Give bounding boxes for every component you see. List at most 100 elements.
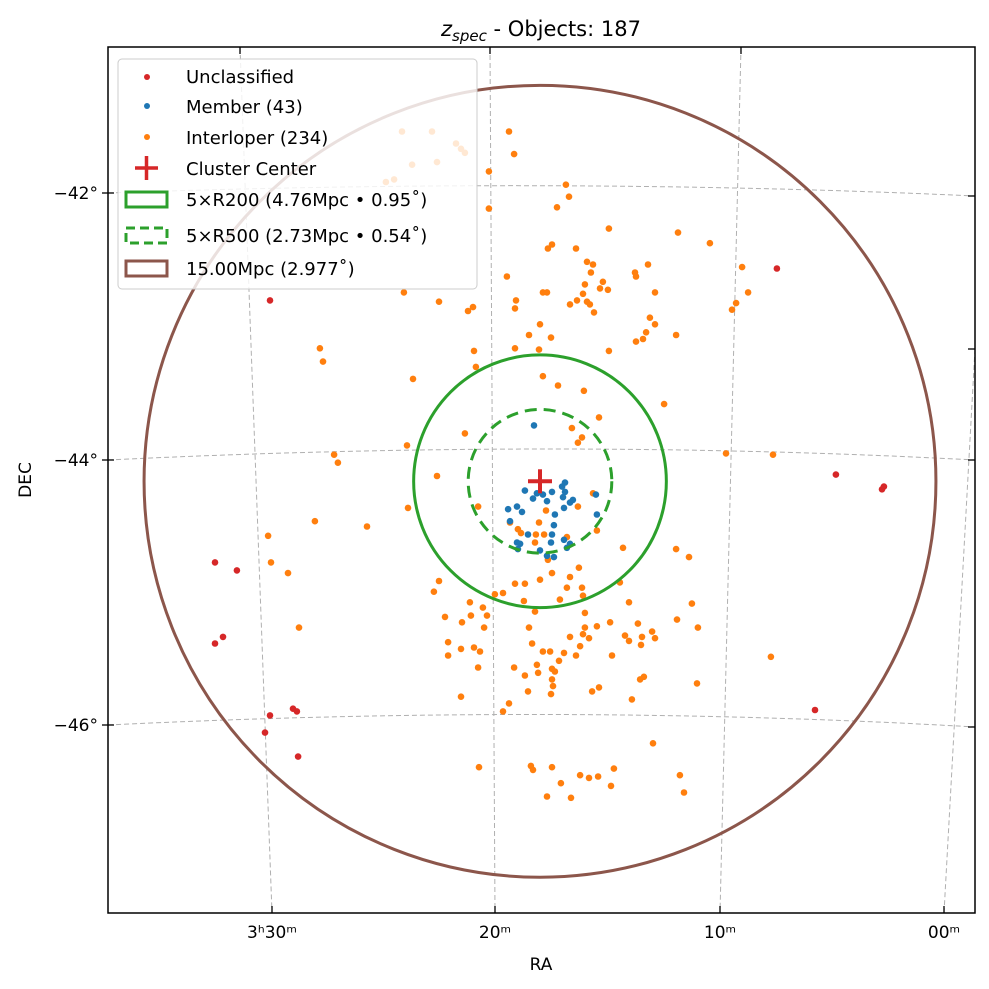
interloper-point bbox=[435, 298, 443, 306]
interloper-point bbox=[590, 309, 598, 316]
interloper-point bbox=[688, 600, 696, 607]
interloper-point bbox=[581, 609, 589, 617]
title-variable: z bbox=[440, 17, 453, 41]
interloper-point bbox=[586, 301, 594, 308]
interloper-point bbox=[464, 307, 472, 315]
member-point bbox=[547, 539, 555, 546]
interloper-point bbox=[433, 472, 441, 480]
legend-marker-cluster-center bbox=[135, 156, 158, 180]
interloper-point bbox=[539, 372, 547, 380]
interloper-point bbox=[587, 269, 595, 276]
member-point bbox=[559, 493, 567, 501]
interloper-point bbox=[556, 596, 564, 603]
interloper-point bbox=[551, 668, 559, 675]
interloper-point bbox=[706, 239, 714, 247]
legend-marker-r500 bbox=[124, 226, 169, 245]
interloper-point bbox=[511, 305, 519, 312]
legend-box bbox=[117, 58, 478, 290]
interloper-point bbox=[533, 661, 541, 669]
interloper-point bbox=[483, 612, 491, 619]
unclassified-point bbox=[880, 483, 888, 490]
interloper-point bbox=[330, 451, 338, 459]
interloper-point bbox=[593, 527, 601, 534]
interloper-point bbox=[732, 299, 740, 307]
unclassified-point bbox=[211, 559, 219, 566]
interloper-point bbox=[579, 592, 587, 599]
interloper-point bbox=[567, 794, 575, 802]
interloper-point bbox=[548, 569, 556, 577]
interloper-point bbox=[575, 564, 583, 571]
interloper-point bbox=[542, 507, 550, 514]
interloper-point bbox=[505, 128, 513, 135]
member-point bbox=[548, 488, 556, 496]
interloper-point bbox=[574, 439, 582, 447]
interloper-point bbox=[568, 424, 576, 432]
unclassified-point bbox=[261, 729, 269, 736]
interloper-point bbox=[316, 345, 324, 352]
interloper-point bbox=[578, 434, 586, 441]
interloper-point bbox=[469, 303, 477, 311]
legend-marker-15mpc bbox=[124, 259, 169, 278]
interloper-point bbox=[576, 642, 584, 650]
interloper-point bbox=[637, 641, 645, 649]
interloper-point bbox=[608, 652, 616, 659]
interloper-point bbox=[672, 331, 680, 339]
member-point bbox=[560, 536, 568, 544]
interloper-point bbox=[605, 347, 613, 355]
legend-marker-interloper bbox=[144, 134, 150, 140]
legend-label-interloper: Interloper (234) bbox=[186, 128, 328, 149]
interloper-point bbox=[543, 793, 551, 800]
interloper-point bbox=[534, 669, 542, 677]
interloper-point bbox=[505, 700, 513, 707]
unclassified-point bbox=[233, 567, 241, 574]
unclassified-point bbox=[219, 633, 227, 641]
interloper-point bbox=[583, 258, 591, 266]
interloper-point bbox=[693, 680, 701, 687]
interloper-point bbox=[525, 624, 533, 631]
interloper-point bbox=[553, 204, 561, 211]
member-point bbox=[518, 508, 526, 516]
interloper-point bbox=[593, 623, 601, 630]
legend-marker-member bbox=[144, 103, 150, 109]
unclassified-point bbox=[294, 753, 302, 760]
interloper-point bbox=[491, 591, 499, 598]
interloper-point bbox=[581, 624, 589, 631]
cluster-center-marker bbox=[528, 469, 552, 494]
interloper-point bbox=[485, 168, 493, 175]
interloper-point bbox=[576, 771, 584, 779]
interloper-point bbox=[644, 261, 652, 268]
interloper-point bbox=[510, 664, 518, 671]
interloper-point bbox=[532, 531, 540, 538]
interloper-point bbox=[646, 314, 654, 322]
interloper-point bbox=[470, 644, 478, 651]
interloper-point bbox=[517, 529, 525, 537]
interloper-point bbox=[511, 580, 519, 587]
legend-label-r200: 5×R200 (4.76Mpc • 0.95˚) bbox=[186, 190, 427, 211]
interloper-point bbox=[642, 329, 650, 336]
member-point bbox=[560, 504, 568, 512]
interloper-point bbox=[563, 584, 571, 591]
interloper-point bbox=[649, 740, 657, 747]
interloper-point bbox=[512, 297, 520, 304]
interloper-point bbox=[474, 503, 482, 510]
interloper-point bbox=[674, 229, 682, 236]
interloper-point bbox=[565, 193, 573, 200]
interloper-point bbox=[461, 430, 469, 437]
interloper-point bbox=[672, 545, 680, 553]
interloper-point bbox=[474, 664, 482, 671]
interloper-point bbox=[441, 613, 449, 621]
interloper-point bbox=[581, 281, 589, 288]
circle-5xr500 bbox=[466, 407, 614, 555]
x-axis-label: RA bbox=[530, 955, 553, 975]
interloper-point bbox=[680, 789, 688, 796]
interloper-point bbox=[628, 696, 636, 703]
interloper-point bbox=[572, 652, 580, 659]
interloper-point bbox=[585, 774, 593, 782]
interloper-point bbox=[560, 649, 568, 657]
interloper-point bbox=[528, 640, 536, 647]
interloper-point bbox=[400, 289, 408, 296]
interloper-point bbox=[769, 451, 777, 459]
interloper-point bbox=[651, 321, 659, 328]
interloper-point bbox=[457, 693, 465, 700]
